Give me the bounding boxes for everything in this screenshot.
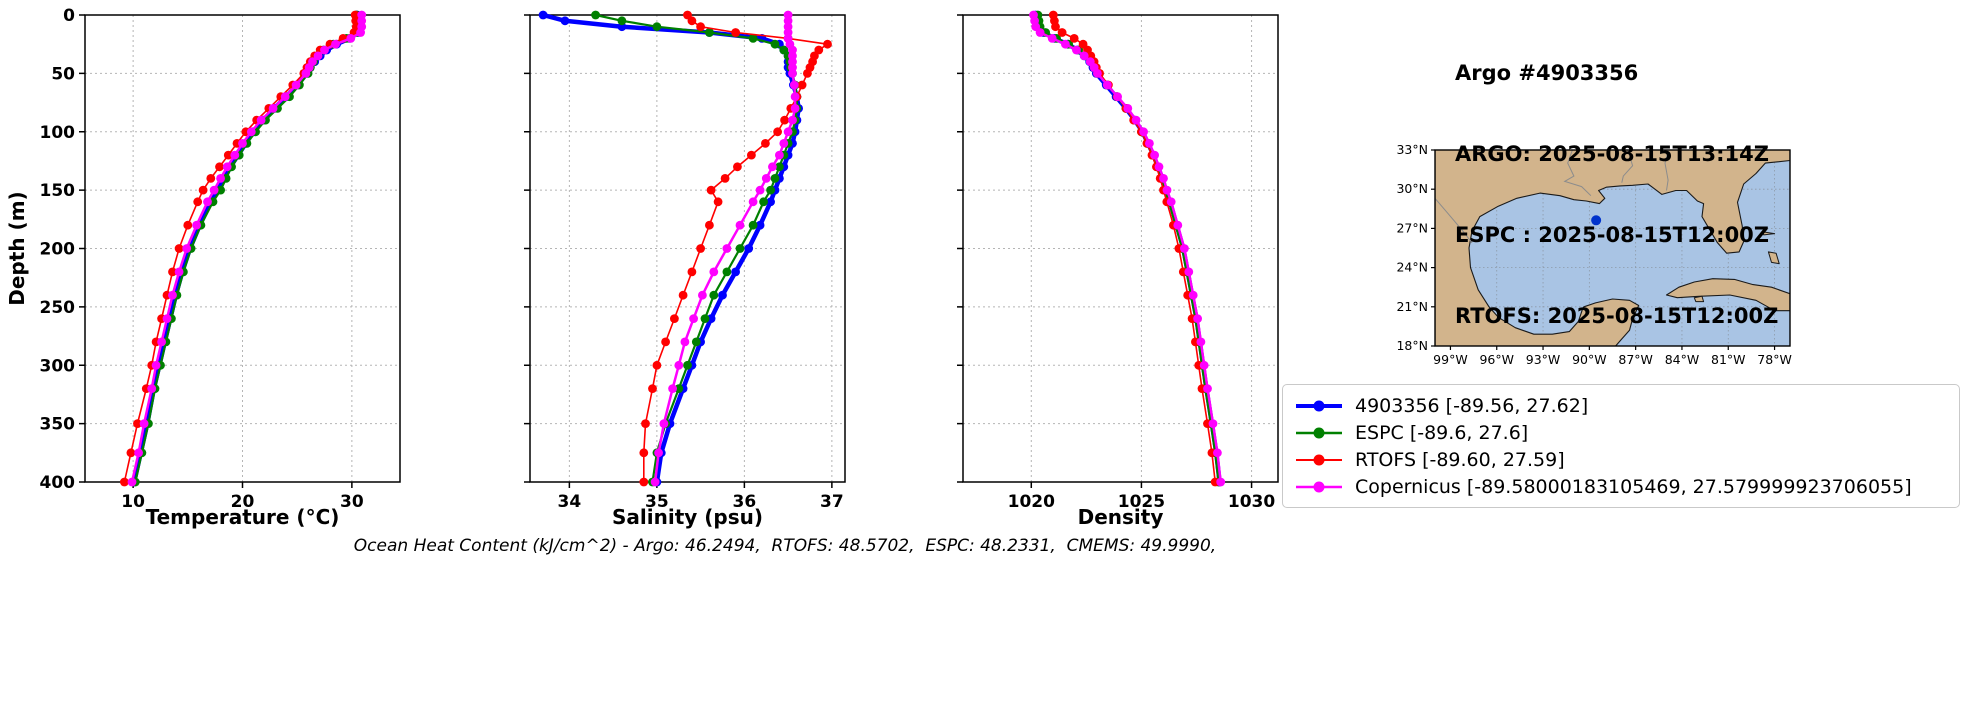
legend-item-label: ESPC [-89.6, 27.6] — [1355, 421, 1529, 444]
legend-item: 4903356 [-89.56, 27.62] — [1293, 392, 1949, 419]
svg-text:1030: 1030 — [1228, 492, 1275, 512]
svg-text:20: 20 — [231, 492, 255, 512]
ohc-caption: Ocean Heat Content (kJ/cm^2) - Argo: 46.… — [353, 536, 1217, 556]
legend-item: RTOFS [-89.60, 27.59] — [1293, 446, 1949, 473]
legend-item-label: 4903356 [-89.56, 27.62] — [1355, 394, 1589, 417]
svg-text:10: 10 — [121, 492, 145, 512]
series-Copernicus — [1029, 10, 1226, 487]
series-4903356 — [1031, 10, 1224, 487]
svg-text:400: 400 — [40, 473, 76, 493]
svg-text:200: 200 — [40, 240, 76, 260]
legend-line-marker-icon — [1296, 400, 1342, 411]
svg-text:250: 250 — [40, 298, 76, 318]
legend-line-marker-icon — [1296, 454, 1342, 465]
svg-text:37: 37 — [820, 492, 844, 512]
plot-density: 1020 1025 1030 Density — [957, 10, 1279, 529]
gulf-map: 99°W 96°W 93°W 90°W 87°W 84°W 81°W 78°W 18°N 21°N… — [1396, 142, 1791, 367]
svg-text:Density: Density — [1078, 505, 1164, 529]
svg-text:90°W: 90°W — [1572, 352, 1607, 367]
svg-text:21°N: 21°N — [1396, 299, 1428, 314]
svg-text:35: 35 — [645, 492, 669, 512]
svg-text:100: 100 — [40, 123, 76, 143]
plot-temperature: 10 20 30050100150200250300350400Temperatur… — [40, 6, 401, 529]
svg-text:Temperature (°C): Temperature (°C) — [146, 505, 340, 529]
plot-salinity: 34 35 36 37 Salinity (psu) — [524, 10, 846, 529]
svg-text:0: 0 — [63, 6, 75, 26]
svg-text:99°W: 99°W — [1433, 352, 1468, 367]
svg-text:24°N: 24°N — [1396, 260, 1428, 275]
svg-text:84°W: 84°W — [1665, 352, 1700, 367]
svg-text:87°W: 87°W — [1618, 352, 1653, 367]
svg-text:78°W: 78°W — [1757, 352, 1792, 367]
svg-text:300: 300 — [40, 356, 76, 376]
svg-text:27°N: 27°N — [1396, 220, 1428, 235]
svg-text:150: 150 — [40, 181, 76, 201]
svg-text:81°W: 81°W — [1711, 352, 1746, 367]
svg-text:33°N: 33°N — [1396, 142, 1428, 157]
svg-text:36: 36 — [733, 492, 757, 512]
svg-text:30°N: 30°N — [1396, 181, 1428, 196]
series-Copernicus — [650, 10, 800, 487]
svg-text:Salinity (psu): Salinity (psu) — [612, 505, 763, 529]
svg-text:34: 34 — [558, 492, 582, 512]
svg-text:30: 30 — [340, 492, 364, 512]
legend-box: 4903356 [-89.56, 27.62] ESPC [-89.6, 27.6… — [1282, 384, 1960, 508]
svg-text:1025: 1025 — [1118, 492, 1165, 512]
legend-line-marker-icon — [1296, 427, 1342, 438]
legend-item-label: RTOFS [-89.60, 27.59] — [1355, 448, 1565, 471]
svg-text:50: 50 — [51, 64, 75, 84]
espc-timestamp: ESPC : 2025-08-15T12:00Z — [1455, 223, 1770, 247]
legend-item-label: Copernicus [-89.58000183105469, 27.57999… — [1355, 475, 1912, 498]
svg-text:96°W: 96°W — [1479, 352, 1514, 367]
float-position-marker — [1591, 215, 1602, 226]
svg-text:350: 350 — [40, 415, 76, 435]
series-Copernicus — [127, 10, 367, 487]
svg-text:18°N: 18°N — [1396, 338, 1428, 353]
float-title: Argo #4903356 — [1455, 61, 1639, 85]
svg-text:93°W: 93°W — [1526, 352, 1561, 367]
map-land — [1435, 150, 1790, 346]
svg-text:Depth (m): Depth (m) — [5, 191, 29, 305]
info-header: Argo #4903356 ARGO: 2025-08-15T13:14Z ES… — [1455, 6, 1788, 465]
argo-timestamp: ARGO: 2025-08-15T13:14Z — [1455, 142, 1769, 166]
legend-item: Copernicus [-89.58000183105469, 27.57999… — [1293, 473, 1949, 500]
legend-item: ESPC [-89.6, 27.6] — [1293, 419, 1949, 446]
legend-line-marker-icon — [1296, 481, 1342, 492]
svg-text:1020: 1020 — [1008, 492, 1055, 512]
rtofs-timestamp: RTOFS: 2025-08-15T12:00Z — [1455, 304, 1779, 328]
